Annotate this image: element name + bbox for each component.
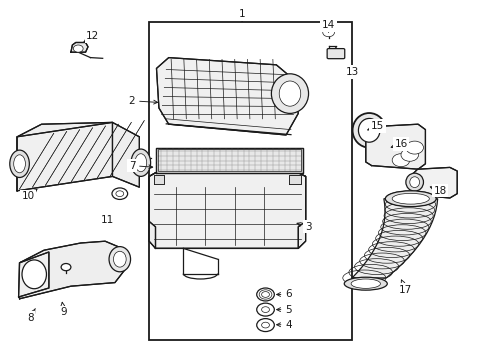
Text: 5: 5 (276, 305, 291, 315)
Ellipse shape (112, 188, 127, 199)
Text: 18: 18 (429, 186, 446, 196)
Ellipse shape (109, 247, 130, 272)
Ellipse shape (131, 149, 150, 176)
Circle shape (261, 322, 269, 328)
Ellipse shape (391, 154, 409, 167)
Text: 8: 8 (27, 309, 35, 323)
Ellipse shape (400, 148, 418, 161)
Text: 6: 6 (276, 289, 291, 300)
Circle shape (256, 319, 274, 332)
Ellipse shape (385, 191, 435, 207)
Text: 11: 11 (101, 215, 114, 225)
Ellipse shape (405, 141, 423, 154)
Polygon shape (17, 122, 139, 191)
Ellipse shape (14, 155, 25, 173)
Text: 9: 9 (60, 302, 67, 317)
Bar (149, 22, 351, 340)
Ellipse shape (10, 150, 29, 177)
Ellipse shape (358, 118, 379, 142)
Text: 12: 12 (84, 31, 100, 42)
Polygon shape (351, 199, 437, 278)
Polygon shape (288, 175, 300, 184)
Ellipse shape (279, 81, 300, 106)
Text: 4: 4 (276, 320, 291, 330)
Circle shape (322, 28, 334, 37)
Polygon shape (155, 148, 303, 173)
Text: 3: 3 (296, 222, 311, 232)
Text: 15: 15 (367, 121, 384, 131)
Text: 2: 2 (128, 96, 157, 106)
Text: 16: 16 (390, 139, 407, 149)
Text: 17: 17 (398, 280, 412, 295)
Ellipse shape (113, 251, 126, 267)
Ellipse shape (405, 173, 423, 191)
Polygon shape (154, 175, 163, 184)
Text: 10: 10 (22, 190, 37, 201)
Polygon shape (17, 122, 112, 191)
Polygon shape (20, 241, 124, 299)
Ellipse shape (73, 45, 83, 52)
Ellipse shape (116, 191, 123, 197)
Circle shape (256, 303, 274, 316)
Ellipse shape (61, 264, 71, 271)
Circle shape (261, 307, 269, 312)
Polygon shape (149, 173, 305, 248)
Polygon shape (71, 42, 88, 52)
Ellipse shape (409, 177, 419, 188)
Circle shape (256, 288, 274, 301)
Ellipse shape (352, 113, 385, 148)
Ellipse shape (344, 277, 386, 290)
Ellipse shape (271, 74, 308, 113)
Text: 7: 7 (128, 161, 152, 171)
Bar (158, 149, 300, 171)
Polygon shape (365, 124, 425, 169)
Ellipse shape (350, 279, 380, 288)
Polygon shape (149, 173, 305, 248)
Ellipse shape (22, 260, 46, 289)
Polygon shape (412, 167, 456, 198)
Text: 1: 1 (238, 9, 245, 21)
Ellipse shape (391, 193, 428, 204)
FancyBboxPatch shape (326, 49, 344, 59)
Text: 13: 13 (345, 67, 358, 77)
Polygon shape (156, 58, 298, 135)
Circle shape (261, 292, 269, 297)
Text: 14: 14 (321, 20, 335, 32)
Ellipse shape (135, 154, 146, 172)
Polygon shape (19, 252, 49, 297)
